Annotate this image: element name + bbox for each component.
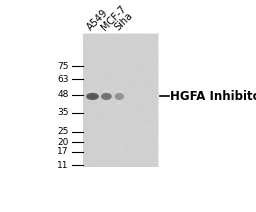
Text: 63: 63 [57,75,69,84]
Text: 75: 75 [57,62,69,71]
Ellipse shape [116,91,123,92]
Text: Siha: Siha [112,10,134,32]
Ellipse shape [103,94,110,99]
Ellipse shape [104,95,109,98]
Text: 48: 48 [57,90,69,99]
Ellipse shape [86,93,99,100]
Ellipse shape [118,95,121,98]
Text: 35: 35 [57,108,69,117]
Text: 25: 25 [57,127,69,136]
Ellipse shape [101,102,111,105]
Text: 17: 17 [57,148,69,156]
Text: 20: 20 [57,138,69,147]
Ellipse shape [101,93,112,100]
Ellipse shape [116,94,123,99]
Text: 11: 11 [57,160,69,170]
Ellipse shape [88,94,97,99]
Text: HGFA Inhibitor 2: HGFA Inhibitor 2 [170,90,256,103]
Ellipse shape [87,102,98,105]
Text: MCF-7: MCF-7 [99,3,128,32]
Ellipse shape [102,91,111,92]
Text: A549: A549 [86,7,110,32]
Ellipse shape [114,93,124,100]
Ellipse shape [115,102,124,105]
Ellipse shape [88,91,97,92]
FancyBboxPatch shape [83,34,158,167]
Ellipse shape [90,95,95,98]
